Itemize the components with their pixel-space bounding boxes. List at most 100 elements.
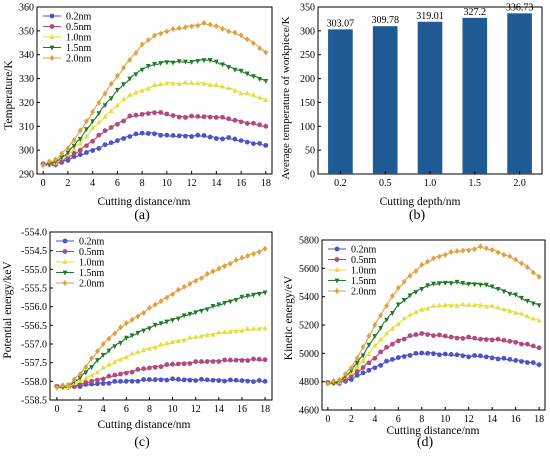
data-point-a: [207, 114, 213, 120]
bar-data-label: 303.07: [327, 18, 355, 29]
legend-label-a: 0.5nm: [66, 22, 92, 33]
xlabel-b: Cutting depth/nm: [380, 196, 461, 208]
data-point-a: [96, 132, 102, 138]
x-tick-label-d: 6: [396, 414, 401, 425]
x-tick-label-d: 18: [534, 414, 544, 425]
data-point-d: [378, 312, 384, 319]
data-point-a: [183, 79, 188, 85]
data-point-a: [145, 37, 151, 44]
data-point-c: [199, 376, 204, 382]
data-point-c: [83, 375, 89, 381]
data-point-a: [226, 28, 232, 35]
data-point-c: [181, 283, 187, 290]
data-point-c: [164, 377, 170, 383]
data-point-a: [102, 103, 108, 109]
data-point-c: [141, 309, 147, 316]
data-point-c: [216, 359, 222, 364]
data-point-d: [395, 355, 401, 360]
data-point-d: [507, 253, 513, 260]
data-point-a: [145, 131, 151, 136]
data-point-d: [413, 290, 419, 296]
data-point-a: [164, 28, 170, 35]
data-point-a: [102, 128, 108, 134]
data-point-d: [454, 352, 460, 358]
data-point-c: [187, 361, 193, 366]
data-point-d: [419, 350, 425, 356]
data-point-c: [233, 256, 239, 263]
data-point-d: [419, 306, 425, 312]
series-d-2.0nm: [325, 243, 542, 387]
plot-frame-c: [49, 231, 273, 401]
data-point-c: [141, 377, 147, 382]
data-point-d: [448, 334, 454, 340]
y-tick-label-b: 350: [300, 3, 315, 14]
data-point-a: [263, 49, 269, 56]
data-point-a: [244, 71, 250, 77]
data-point-d: [425, 258, 431, 265]
bar-1.0: [417, 21, 443, 175]
x-tick-label-b: 1.0: [424, 178, 437, 189]
data-point-d: [337, 376, 343, 383]
data-point-d: [495, 249, 501, 256]
data-point-a: [127, 91, 133, 97]
data-point-c: [118, 340, 123, 346]
data-point-a: [189, 79, 195, 85]
data-point-a: [213, 82, 219, 87]
data-point-a: [207, 82, 213, 88]
data-point-c: [100, 352, 106, 358]
data-point-c: [262, 357, 268, 363]
data-point-c: [147, 345, 152, 351]
data-point-d: [343, 377, 348, 383]
legend-label-d: 0.5nm: [351, 255, 377, 266]
data-point-a: [189, 59, 195, 65]
data-point-d: [448, 281, 454, 287]
bar-0.5: [372, 26, 398, 174]
data-point-d: [536, 317, 542, 323]
data-point-d: [436, 281, 442, 287]
data-point-a: [158, 61, 164, 67]
legend-label-c: 0.5nm: [79, 247, 105, 258]
data-point-c: [256, 292, 262, 297]
data-point-a: [158, 30, 164, 37]
data-point-d: [466, 247, 472, 254]
plot-frame-a: [36, 6, 273, 175]
data-point-d: [354, 369, 360, 374]
data-point-a: [201, 133, 207, 138]
data-point-a: [257, 45, 263, 52]
data-point-d: [530, 301, 536, 307]
y-tick-label-b: 0: [310, 170, 315, 181]
data-point-d: [530, 269, 536, 276]
data-point-c: [199, 275, 204, 282]
data-point-d: [401, 354, 407, 359]
data-point-d: [395, 284, 401, 291]
data-point-c: [175, 316, 181, 322]
x-tick-label-c: 18: [260, 404, 270, 415]
data-point-c: [233, 328, 239, 334]
data-point-a: [207, 58, 213, 63]
data-point-a: [152, 61, 157, 67]
data-point-a: [238, 138, 244, 144]
data-point-d: [536, 345, 542, 351]
data-point-c: [95, 381, 100, 387]
data-point-a: [71, 150, 77, 156]
data-point-d: [454, 302, 460, 308]
data-point-a: [53, 156, 58, 163]
data-point-a: [139, 111, 145, 117]
data-point-c: [222, 357, 227, 363]
series-line-a: [43, 132, 266, 166]
data-point-a: [220, 114, 225, 120]
bar-data-label: 336.73: [506, 2, 534, 13]
data-point-c: [227, 328, 233, 334]
data-point-a: [189, 134, 195, 139]
y-tick-label-d: 5800: [299, 236, 319, 247]
data-point-d: [495, 356, 501, 362]
data-point-c: [175, 286, 181, 293]
data-point-a: [133, 131, 139, 137]
x-tick-label-c: 16: [237, 404, 247, 415]
data-point-d: [372, 322, 378, 328]
data-point-c: [181, 313, 187, 319]
data-point-c: [256, 378, 262, 383]
data-point-c: [245, 252, 251, 259]
data-point-a: [226, 116, 232, 122]
data-point-c: [204, 307, 210, 313]
